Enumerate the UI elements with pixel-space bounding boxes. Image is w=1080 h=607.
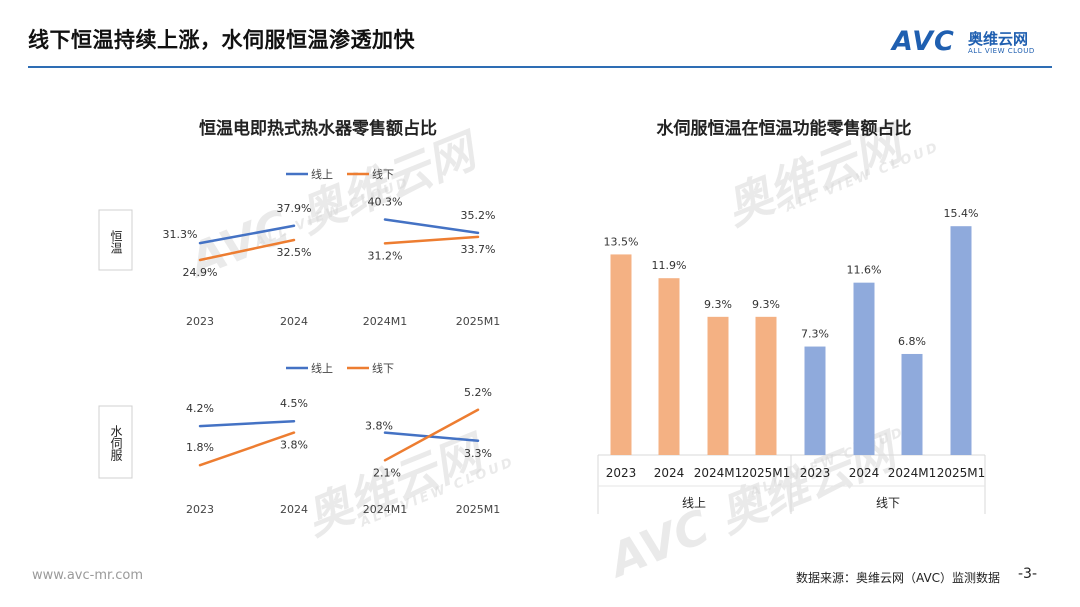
bar-data-label: 6.8% <box>898 335 926 348</box>
data-label: 1.8% <box>186 441 214 454</box>
bar-online <box>755 316 777 455</box>
data-label: 4.2% <box>186 402 214 415</box>
series-line-offline <box>383 235 480 245</box>
x-tick-label: 2024M1 <box>888 466 937 480</box>
x-tick-label: 2025M1 <box>456 315 500 328</box>
legend-top: 线上 线下 <box>286 167 394 181</box>
series-line-online <box>198 419 296 428</box>
data-label: 31.2% <box>368 249 403 262</box>
bar-offline <box>950 226 972 455</box>
data-label: 40.3% <box>368 195 403 208</box>
data-label: 2.1% <box>373 466 401 479</box>
data-label: 5.2% <box>464 386 492 399</box>
bar-data-label: 9.3% <box>752 298 780 311</box>
group-label-online: 线上 <box>682 496 706 510</box>
x-tick-label: 2023 <box>186 503 214 516</box>
x-tick-label: 2024 <box>849 466 880 480</box>
data-label: 3.8% <box>365 420 393 433</box>
data-label: 3.3% <box>464 447 492 460</box>
data-label: 33.7% <box>461 243 496 256</box>
series-line-online <box>383 431 480 443</box>
legend-label-offline: 线下 <box>372 167 394 181</box>
legend-label-offline: 线下 <box>372 361 394 375</box>
row-label-water-servo: 水伺服 <box>109 425 123 462</box>
title-divider <box>28 66 1052 68</box>
x-tick-label: 2024 <box>280 315 308 328</box>
x-tick-label: 2025M1 <box>937 466 986 480</box>
bar-online <box>658 278 680 455</box>
x-tick-label: 2024 <box>280 503 308 516</box>
page-title: 线下恒温持续上涨，水伺服恒温渗透加快 <box>28 28 415 52</box>
bar-data-label: 15.4% <box>944 207 979 220</box>
x-tick-label: 2023 <box>186 315 214 328</box>
x-tick-label: 2023 <box>606 466 637 480</box>
bar-chart-title: 水伺服恒温在恒温功能零售额占比 <box>657 118 912 139</box>
x-tick-label: 2024M1 <box>363 315 407 328</box>
bar-online <box>707 316 729 455</box>
series-line-offline <box>383 408 480 462</box>
logo-mark: AVC <box>892 26 955 57</box>
x-tick-label: 2023 <box>800 466 831 480</box>
page-number: -3- <box>1018 566 1038 582</box>
line-chart-title: 恒温电即热式热水器零售额占比 <box>199 118 437 139</box>
avc-logo: AVC 奥维云网 ALL VIEW CLOUD <box>892 26 1062 62</box>
bar-plot: 13.5% 2023 11.9% 2024 9.3% 2024M1 9.3% 2025M1 7.… <box>604 207 986 480</box>
bar-data-label: 7.3% <box>801 328 829 341</box>
line-chart-bottom-plot: 4.2% 4.5% 3.8% 3.3% 1.8% 3.8% 2.1% 5.2% <box>186 386 492 480</box>
logo-chinese-name: 奥维云网 <box>968 30 1029 48</box>
group-label-offline: 线下 <box>876 496 900 510</box>
logo-english-name: ALL VIEW CLOUD <box>968 47 1035 55</box>
data-label: 35.2% <box>461 209 496 222</box>
data-label: 3.8% <box>280 439 308 452</box>
x-tick-label: 2025M1 <box>456 503 500 516</box>
bar-offline <box>804 346 826 455</box>
data-label: 31.3% <box>163 228 198 241</box>
bar-data-label: 13.5% <box>604 235 639 248</box>
bar-online <box>610 254 632 455</box>
series-line-online <box>198 224 296 245</box>
legend-label-online: 线上 <box>311 361 333 375</box>
data-source: 数据来源：奥维云网（AVC）监测数据 <box>796 571 1001 585</box>
bar-offline <box>853 282 875 455</box>
x-tick-label: 2024M1 <box>363 503 407 516</box>
x-tick-label: 2024M1 <box>694 466 743 480</box>
data-label: 4.5% <box>280 397 308 410</box>
bar-data-label: 9.3% <box>704 298 732 311</box>
series-line-online <box>383 218 480 235</box>
row-label-box <box>98 209 133 271</box>
row-label-box <box>98 405 133 479</box>
legend-bottom: 线上 线下 <box>286 361 394 375</box>
data-label: 37.9% <box>277 202 312 215</box>
data-label: 24.9% <box>183 266 218 279</box>
legend-label-online: 线上 <box>311 167 333 181</box>
row-label-constant-temp: 恒温 <box>109 230 123 254</box>
x-tick-label: 2024 <box>654 466 685 480</box>
bar-offline <box>901 353 923 455</box>
line-chart-top-plot: 31.3% 37.9% 40.3% 35.2% 24.9% 32.5% 31.2% 33.7% <box>163 195 496 279</box>
data-label: 32.5% <box>277 246 312 259</box>
footer-url: www.avc-mr.com <box>32 568 144 583</box>
bar-data-label: 11.6% <box>847 264 882 277</box>
series-line-offline <box>198 238 296 262</box>
series-line-offline <box>198 431 296 467</box>
bar-data-label: 11.9% <box>652 259 687 272</box>
x-tick-label: 2025M1 <box>742 466 791 480</box>
